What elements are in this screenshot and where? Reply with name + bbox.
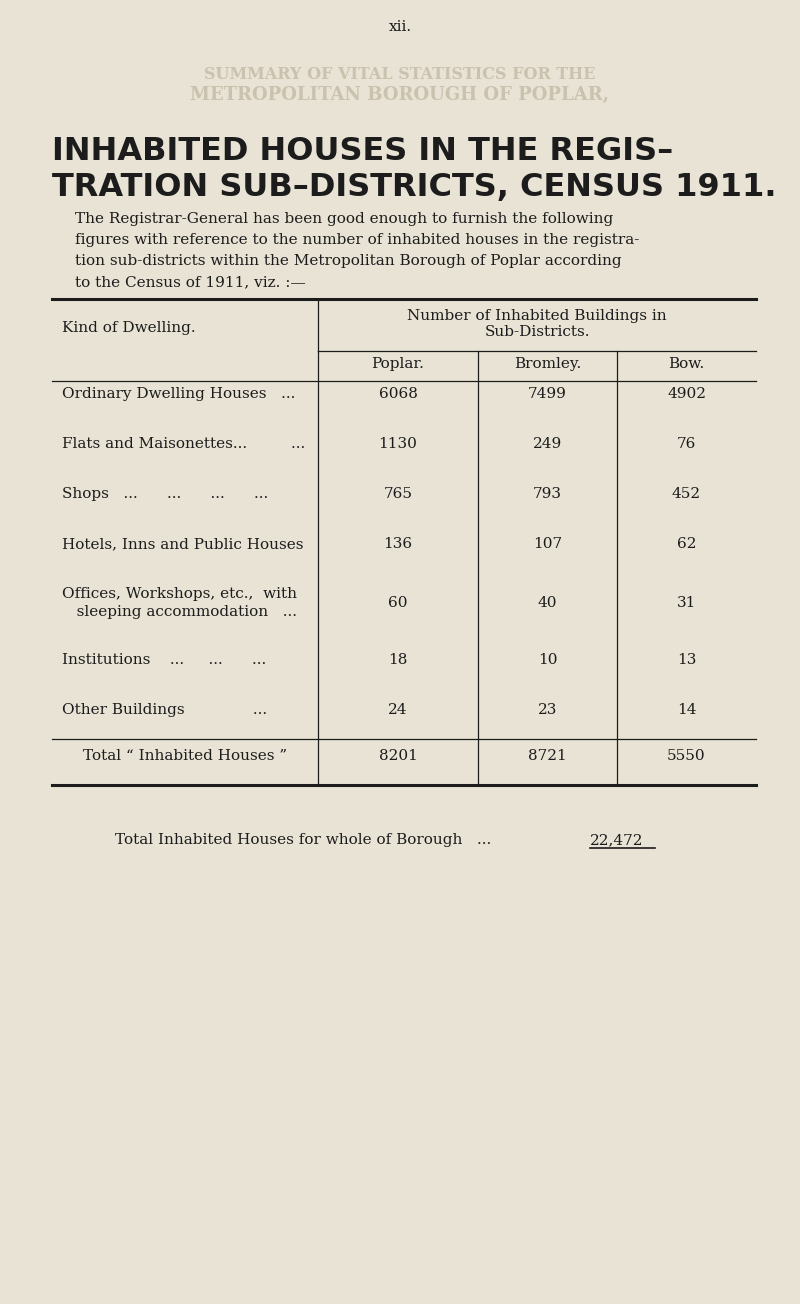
Text: 1130: 1130 <box>378 437 418 451</box>
Text: Total “ Inhabited Houses ”: Total “ Inhabited Houses ” <box>83 748 287 763</box>
Text: 62: 62 <box>677 537 696 552</box>
Text: Other Buildings              ...: Other Buildings ... <box>62 703 267 717</box>
Text: SUMMARY OF VITAL STATISTICS FOR THE: SUMMARY OF VITAL STATISTICS FOR THE <box>204 67 596 83</box>
Text: 31: 31 <box>677 596 696 610</box>
Text: 14: 14 <box>677 703 696 717</box>
Text: 452: 452 <box>672 486 701 501</box>
Text: Shops   ...      ...      ...      ...: Shops ... ... ... ... <box>62 486 268 501</box>
Text: Ordinary Dwelling Houses   ...: Ordinary Dwelling Houses ... <box>62 387 295 402</box>
Text: Flats and Maisonettes...         ...: Flats and Maisonettes... ... <box>62 437 306 451</box>
Text: The Registrar-General has been good enough to furnish the following: The Registrar-General has been good enou… <box>75 213 614 226</box>
Text: 5550: 5550 <box>667 748 706 763</box>
Text: 13: 13 <box>677 653 696 668</box>
Text: 60: 60 <box>388 596 408 610</box>
Text: to the Census of 1911, viz. :—: to the Census of 1911, viz. :— <box>75 275 306 289</box>
Text: 107: 107 <box>533 537 562 552</box>
Text: 18: 18 <box>388 653 408 668</box>
Text: 24: 24 <box>388 703 408 717</box>
Text: 76: 76 <box>677 437 696 451</box>
Text: 7499: 7499 <box>528 387 567 402</box>
Text: tion sub-districts within the Metropolitan Borough of Poplar according: tion sub-districts within the Metropolit… <box>75 254 622 269</box>
Text: Offices, Workshops, etc.,  with: Offices, Workshops, etc., with <box>62 587 297 601</box>
Text: 136: 136 <box>383 537 413 552</box>
Text: figures with reference to the number of inhabited houses in the registra-: figures with reference to the number of … <box>75 233 639 246</box>
Text: 10: 10 <box>538 653 558 668</box>
Text: 23: 23 <box>538 703 557 717</box>
Text: METROPOLITAN BOROUGH OF POPLAR,: METROPOLITAN BOROUGH OF POPLAR, <box>190 86 610 104</box>
Text: Kind of Dwelling.: Kind of Dwelling. <box>62 321 196 335</box>
Text: xii.: xii. <box>389 20 411 34</box>
Text: TRATION SUB–DISTRICTS, CENSUS 1911.: TRATION SUB–DISTRICTS, CENSUS 1911. <box>52 172 777 203</box>
Text: Bromley.: Bromley. <box>514 357 581 372</box>
Text: Hotels, Inns and Public Houses: Hotels, Inns and Public Houses <box>62 537 303 552</box>
Text: Number of Inhabited Buildings in: Number of Inhabited Buildings in <box>407 309 667 323</box>
Text: 40: 40 <box>538 596 558 610</box>
Text: 8201: 8201 <box>378 748 418 763</box>
Text: 249: 249 <box>533 437 562 451</box>
Text: Total Inhabited Houses for whole of Borough   ...: Total Inhabited Houses for whole of Boro… <box>115 833 491 848</box>
Text: sleeping accommodation   ...: sleeping accommodation ... <box>62 605 297 619</box>
Text: Institutions    ...     ...      ...: Institutions ... ... ... <box>62 653 266 668</box>
Text: 793: 793 <box>533 486 562 501</box>
Text: 765: 765 <box>383 486 413 501</box>
Text: 6068: 6068 <box>378 387 418 402</box>
Text: 4902: 4902 <box>667 387 706 402</box>
Text: Sub-Districts.: Sub-Districts. <box>484 325 590 339</box>
Text: 8721: 8721 <box>528 748 567 763</box>
Text: 22,472: 22,472 <box>590 833 643 848</box>
Text: Bow.: Bow. <box>668 357 705 372</box>
Text: INHABITED HOUSES IN THE REGIS–: INHABITED HOUSES IN THE REGIS– <box>52 136 674 167</box>
Text: Poplar.: Poplar. <box>371 357 425 372</box>
